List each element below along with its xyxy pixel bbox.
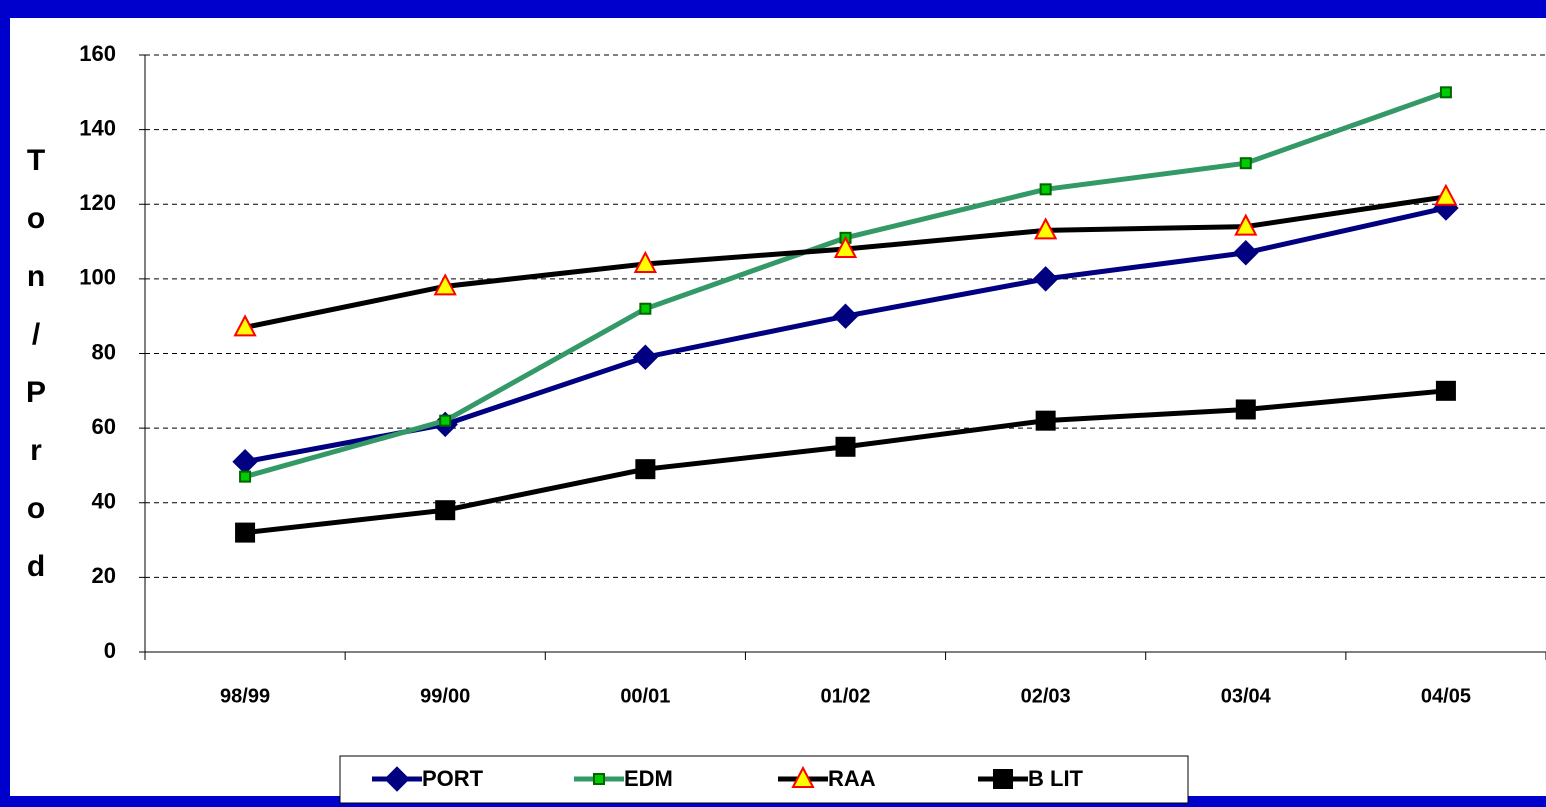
y-tick-label: 0	[104, 638, 116, 663]
data-point	[1235, 399, 1256, 420]
data-point	[1233, 240, 1259, 266]
y-tick-label: 120	[79, 190, 116, 215]
data-point	[635, 459, 656, 480]
x-tick-label: 03/04	[1221, 685, 1272, 707]
data-point	[639, 302, 652, 315]
y-tick-label: 40	[92, 489, 116, 514]
legend-label: B LIT	[1028, 766, 1084, 791]
data-point	[1234, 213, 1258, 236]
data-point	[1239, 157, 1252, 170]
x-tick-label: 04/05	[1421, 685, 1471, 707]
y-tick-label: 80	[92, 339, 116, 364]
legend-marker	[384, 766, 410, 792]
y-tick-label: 160	[79, 41, 116, 66]
data-point	[233, 314, 257, 337]
data-point	[235, 522, 256, 543]
legend-marker	[593, 773, 605, 785]
legend-label: EDM	[624, 766, 673, 791]
data-point	[1439, 86, 1452, 99]
x-tick-label: 00/01	[620, 685, 670, 707]
data-point	[1032, 266, 1059, 292]
data-point	[439, 414, 452, 427]
y-tick-label: 100	[79, 265, 116, 290]
legend-label: RAA	[828, 766, 876, 791]
legend-box	[339, 755, 1189, 804]
chart-area	[10, 18, 1546, 796]
data-point	[1035, 410, 1056, 431]
data-point	[1435, 380, 1456, 401]
x-tick-label: 98/99	[220, 685, 270, 707]
legend-label: PORT	[422, 766, 484, 791]
data-point	[1039, 183, 1052, 196]
data-point	[1033, 217, 1058, 240]
y-tick-label: 60	[92, 414, 116, 439]
y-tick-label: 140	[79, 115, 116, 140]
data-point	[832, 303, 859, 329]
legend-marker	[791, 765, 815, 788]
data-point	[633, 250, 658, 273]
legend-marker	[993, 769, 1013, 789]
x-tick-label: 02/03	[1021, 685, 1071, 707]
data-point	[435, 500, 456, 521]
y-tick-label: 20	[92, 563, 116, 588]
x-tick-label: 99/00	[420, 685, 470, 707]
data-point	[433, 273, 457, 296]
data-point	[239, 470, 252, 483]
x-tick-label: 01/02	[820, 685, 870, 707]
data-point	[1434, 183, 1458, 206]
data-point	[835, 436, 856, 457]
data-point	[833, 235, 858, 259]
data-point	[632, 344, 659, 370]
